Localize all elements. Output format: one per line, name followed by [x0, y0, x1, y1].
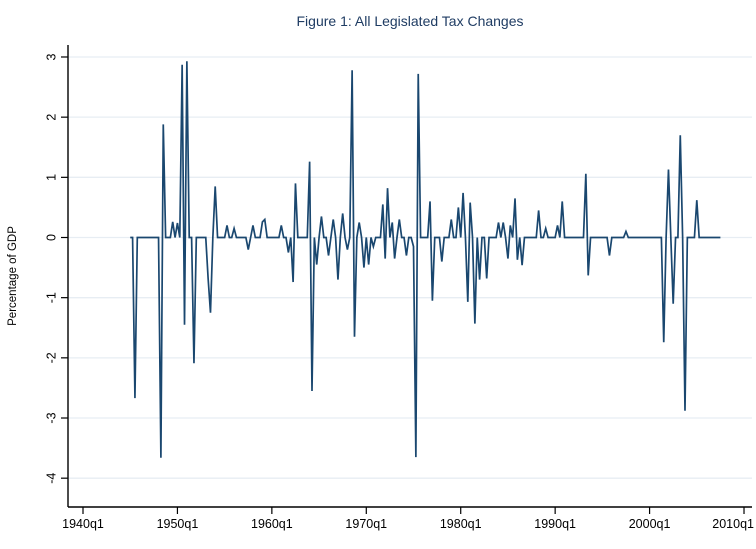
- x-tick-label-1960q1: 1960q1: [251, 517, 293, 531]
- y-tick-label--4: -4: [44, 473, 58, 484]
- x-tick-label-1980q1: 1980q1: [440, 517, 482, 531]
- y-tick-label-0: 0: [44, 234, 58, 241]
- x-tick-label-1940q1: 1940q1: [62, 517, 104, 531]
- y-tick-label-3: 3: [44, 53, 58, 60]
- x-tick-label-1990q1: 1990q1: [534, 517, 576, 531]
- axes-layer: 3 2 1 0 -1 -2 -3 -4 1940q1 1950q1 1960q1 1970q1 1980…: [44, 45, 754, 531]
- tax-changes-line-series: [130, 61, 721, 458]
- y-tick-label--2: -2: [44, 352, 58, 363]
- data-series-layer: [130, 61, 721, 458]
- x-tick-label-2010q1: 2010q1: [712, 517, 754, 531]
- y-tick-label--1: -1: [44, 292, 58, 303]
- x-tick-label-1950q1: 1950q1: [157, 517, 199, 531]
- y-tick-label-1: 1: [44, 174, 58, 181]
- y-tick-label--3: -3: [44, 412, 58, 423]
- x-tick-label-1970q1: 1970q1: [345, 517, 387, 531]
- y-tick-label-2: 2: [44, 114, 58, 121]
- gridlines-layer: [68, 56, 752, 479]
- chart-title: Figure 1: All Legislated Tax Changes: [297, 13, 524, 29]
- x-tick-label-2000q1: 2000q1: [629, 517, 671, 531]
- y-axis-title: Percentage of GDP: [7, 226, 19, 326]
